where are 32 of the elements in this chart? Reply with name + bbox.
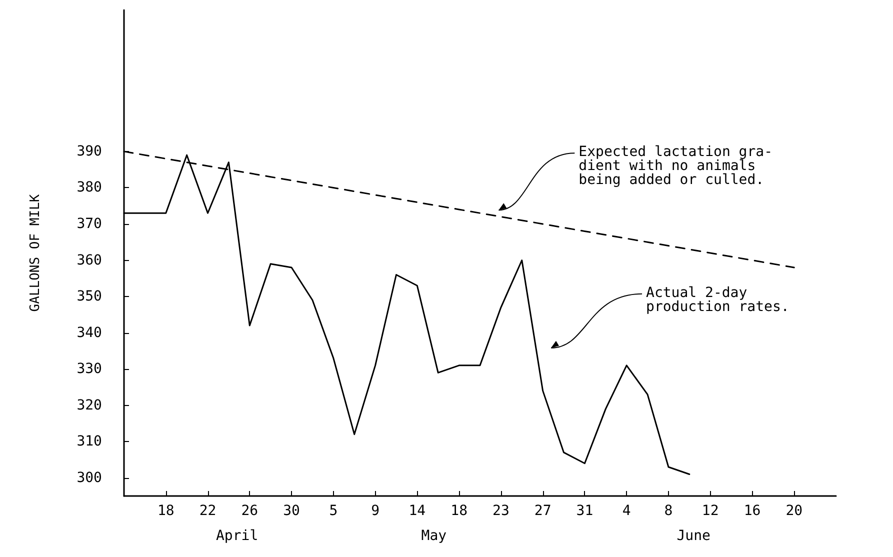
y-tick-label: 330 bbox=[76, 361, 102, 378]
y-tick-label: 370 bbox=[76, 216, 102, 232]
x-tick-label: 18 bbox=[450, 503, 468, 519]
x-tick-label: 20 bbox=[786, 503, 803, 519]
x-tick-label: 4 bbox=[622, 503, 631, 519]
x-tick-label: 8 bbox=[664, 503, 673, 519]
text: June bbox=[676, 528, 710, 544]
annotation: Actual 2-day production rates. bbox=[646, 284, 790, 315]
x-tick-label: 5 bbox=[329, 503, 338, 519]
x-tick-label: 18 bbox=[157, 503, 174, 519]
x-tick-label: 12 bbox=[702, 503, 719, 519]
x-tick-label: 22 bbox=[199, 503, 216, 519]
y-tick-label: 320 bbox=[76, 397, 102, 414]
y-tick-label: 310 bbox=[76, 434, 102, 450]
x-tick-label: 14 bbox=[408, 503, 426, 519]
y-tick-label: 380 bbox=[76, 180, 102, 196]
text: May bbox=[421, 528, 447, 544]
x-tick-label: 16 bbox=[744, 503, 761, 519]
text: April bbox=[216, 528, 258, 544]
y-tick-label: 340 bbox=[76, 324, 102, 341]
y-axis-title: GALLONS OF MILK bbox=[28, 194, 43, 312]
annotation: Expected lactation gra- dient with no animals being added or culled. bbox=[578, 144, 773, 188]
x-tick-label: 31 bbox=[576, 503, 594, 519]
x-tick-label: 30 bbox=[283, 503, 300, 519]
x-tick-label: 26 bbox=[241, 503, 258, 519]
x-tick-label: 27 bbox=[534, 503, 552, 519]
y-tick-label: 350 bbox=[76, 288, 102, 305]
y-tick-label: 360 bbox=[76, 252, 102, 268]
y-tick-label: 390 bbox=[76, 143, 102, 160]
x-tick-label: 23 bbox=[492, 503, 510, 519]
y-tick-label: 300 bbox=[76, 470, 102, 486]
x-tick-label: 9 bbox=[371, 503, 380, 519]
